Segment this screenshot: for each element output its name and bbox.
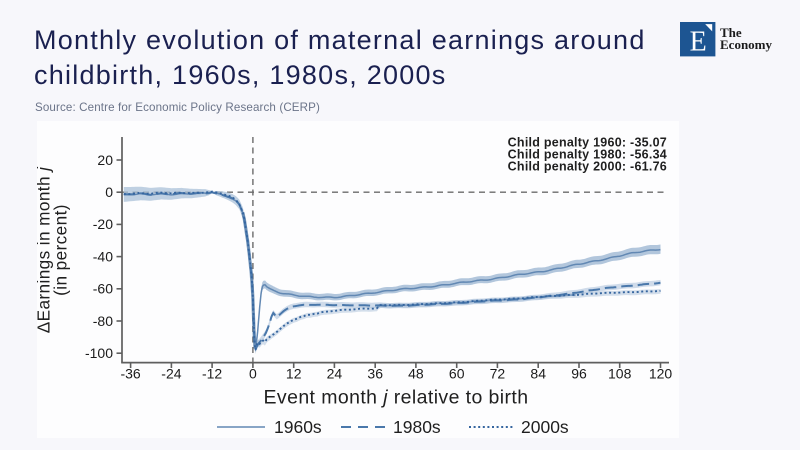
svg-text:12: 12: [286, 366, 302, 382]
svg-text:-24: -24: [161, 366, 181, 382]
svg-text:(in percent): (in percent): [51, 204, 71, 296]
svg-text:ΔEarnings in month j: ΔEarnings in month j: [37, 166, 54, 333]
svg-text:120: 120: [649, 366, 673, 382]
svg-text:-20: -20: [93, 216, 113, 232]
svg-text:Child penalty 1960: -35.07: Child penalty 1960: -35.07: [508, 135, 667, 149]
svg-text:1960s: 1960s: [274, 417, 322, 437]
svg-text:E: E: [690, 26, 707, 57]
svg-text:96: 96: [571, 366, 587, 382]
svg-text:-60: -60: [93, 281, 113, 297]
svg-text:-100: -100: [85, 345, 113, 361]
svg-text:84: 84: [530, 366, 546, 382]
svg-text:1980s: 1980s: [393, 417, 441, 437]
svg-text:20: 20: [97, 152, 113, 168]
svg-text:Child penalty 1980: -56.34: Child penalty 1980: -56.34: [508, 148, 667, 162]
svg-text:48: 48: [408, 366, 424, 382]
svg-text:108: 108: [608, 366, 632, 382]
svg-text:-40: -40: [93, 248, 113, 264]
svg-text:0: 0: [249, 366, 257, 382]
svg-text:Child penalty 2000: -61.76: Child penalty 2000: -61.76: [508, 160, 667, 174]
svg-text:2000s: 2000s: [521, 417, 569, 437]
svg-text:72: 72: [490, 366, 506, 382]
svg-text:36: 36: [367, 366, 383, 382]
svg-text:24: 24: [327, 366, 343, 382]
svg-text:-12: -12: [202, 366, 222, 382]
svg-text:-80: -80: [93, 313, 113, 329]
svg-text:60: 60: [449, 366, 465, 382]
svg-text:0: 0: [105, 184, 113, 200]
svg-text:Event month j relative to birt: Event month j relative to birth: [264, 387, 529, 409]
svg-text:-36: -36: [120, 366, 140, 382]
